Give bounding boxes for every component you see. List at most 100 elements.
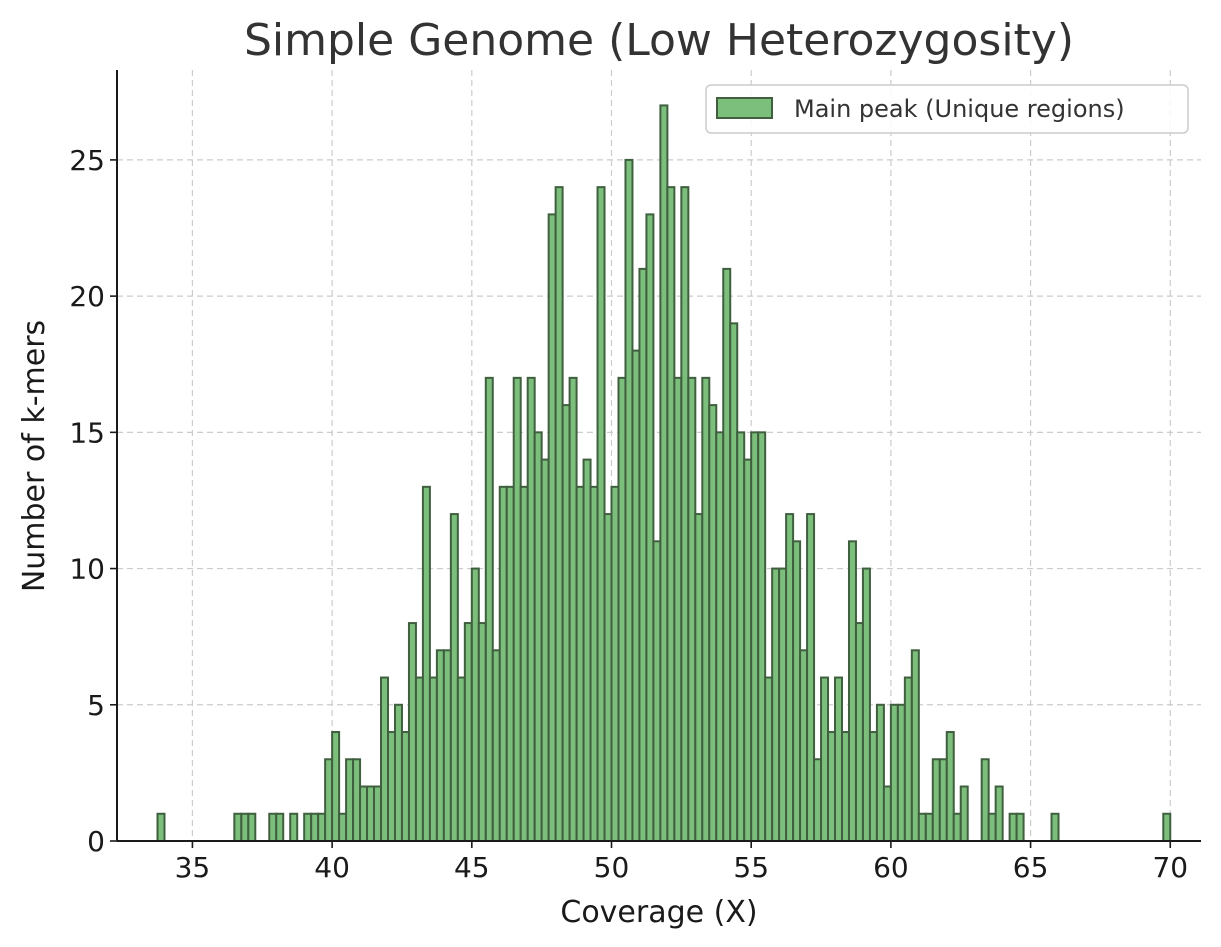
- histogram-bar: [561, 404, 571, 842]
- grid-lines: [117, 70, 1201, 841]
- histogram-bar: [456, 676, 466, 842]
- histogram-bar: [463, 622, 473, 843]
- histogram-bar: [652, 540, 662, 842]
- histogram-bar: [938, 758, 948, 842]
- histogram-bar: [813, 758, 823, 842]
- histogram-bar: [631, 349, 641, 842]
- histogram-bar: [645, 213, 655, 843]
- histogram-bar: [275, 812, 285, 842]
- tick-labels: 35 40 45 50 55 60 65 70 0 5 10 15 20 25: [69, 144, 1188, 884]
- histogram-bar: [491, 649, 501, 842]
- histogram-bar: [442, 649, 452, 842]
- histogram-bar: [589, 485, 599, 842]
- histogram-bar: [680, 186, 690, 842]
- histogram-bar: [896, 703, 906, 843]
- y-tick-label: 0: [87, 825, 105, 858]
- histogram-bar: [638, 267, 648, 842]
- histogram-bar: [659, 104, 669, 843]
- histogram-bar: [303, 812, 313, 842]
- histogram-bars: [156, 104, 1172, 843]
- histogram-bar: [792, 540, 802, 842]
- histogram-bar: [757, 431, 767, 842]
- histogram-bar: [603, 513, 613, 842]
- y-tick-label: 5: [87, 689, 105, 722]
- histogram-bar: [799, 649, 809, 842]
- histogram-bar: [875, 703, 885, 843]
- histogram-bar: [750, 431, 760, 842]
- histogram-bar: [338, 812, 348, 842]
- histogram-bar: [289, 812, 299, 842]
- histogram-bar: [624, 158, 634, 842]
- histogram-bar: [617, 376, 627, 842]
- histogram-bar: [778, 567, 788, 842]
- histogram-bar: [889, 703, 899, 843]
- histogram-bar: [156, 812, 166, 842]
- histogram-bar: [359, 785, 369, 843]
- histogram-bar: [708, 404, 718, 842]
- histogram-bar: [449, 513, 459, 842]
- x-tick-label: 60: [873, 851, 909, 884]
- y-tick-label: 25: [69, 144, 105, 177]
- histogram-bar: [882, 785, 892, 843]
- histogram-bar: [701, 376, 711, 842]
- y-tick-label: 20: [69, 280, 105, 313]
- legend-entry: Main peak (Unique regions): [794, 95, 1125, 123]
- histogram-bar: [994, 785, 1004, 843]
- legend-box: [705, 84, 1189, 134]
- x-tick-label: 55: [733, 851, 769, 884]
- histogram-bar: [345, 758, 355, 842]
- y-tick-label: 10: [69, 553, 105, 586]
- histogram-bar: [736, 431, 746, 842]
- x-tick-label: 40: [314, 851, 350, 884]
- x-tick-label: 70: [1152, 851, 1188, 884]
- histogram-bar: [512, 376, 522, 842]
- histogram-bar: [582, 458, 592, 842]
- histogram-bar: [980, 758, 990, 842]
- y-axis-label: Number of k-mers: [17, 320, 52, 592]
- histogram-bar: [519, 485, 529, 842]
- histogram-bar: [331, 731, 341, 842]
- histogram-bar: [868, 731, 878, 842]
- histogram-bar: [268, 812, 278, 842]
- histogram-bar: [421, 485, 431, 842]
- histogram-bar: [959, 785, 969, 843]
- histogram-bar: [526, 376, 536, 842]
- histogram-bar: [1050, 812, 1060, 842]
- histogram-bar: [247, 812, 257, 842]
- histogram-bar: [827, 731, 837, 842]
- histogram-bar: [477, 622, 487, 843]
- histogram-bar: [540, 458, 550, 842]
- histogram-bar: [764, 676, 774, 842]
- histogram-bar: [722, 267, 732, 842]
- x-tick-label: 35: [175, 851, 211, 884]
- x-tick-label: 65: [1013, 851, 1049, 884]
- histogram-bar: [666, 186, 676, 842]
- histogram-bar: [1008, 812, 1018, 842]
- histogram-bar: [393, 703, 403, 843]
- histogram-bar: [498, 485, 508, 842]
- histogram-bar: [840, 731, 850, 842]
- histogram-bar: [366, 785, 376, 843]
- histogram-bar: [861, 567, 871, 842]
- histogram-bar: [373, 785, 383, 843]
- histogram-bar: [414, 676, 424, 842]
- histogram-bar: [380, 676, 390, 842]
- histogram-bar: [743, 458, 753, 842]
- histogram-bar: [387, 731, 396, 842]
- histogram-bar: [400, 731, 410, 842]
- histogram-bar: [854, 622, 864, 843]
- histogram-bar: [673, 376, 683, 842]
- histogram-bar: [610, 485, 620, 842]
- x-tick-label: 45: [454, 851, 490, 884]
- histogram-bar: [820, 676, 830, 842]
- histogram-bar: [310, 812, 320, 842]
- histogram-bar: [233, 812, 243, 842]
- histogram-bar: [324, 758, 334, 842]
- histogram-bar: [505, 485, 515, 842]
- histogram-bar: [931, 758, 941, 842]
- histogram-bar: [554, 186, 564, 842]
- histogram-bar: [407, 622, 417, 843]
- histogram-bar: [240, 812, 250, 842]
- histogram-bar: [568, 376, 578, 842]
- histogram-bar: [1162, 812, 1172, 842]
